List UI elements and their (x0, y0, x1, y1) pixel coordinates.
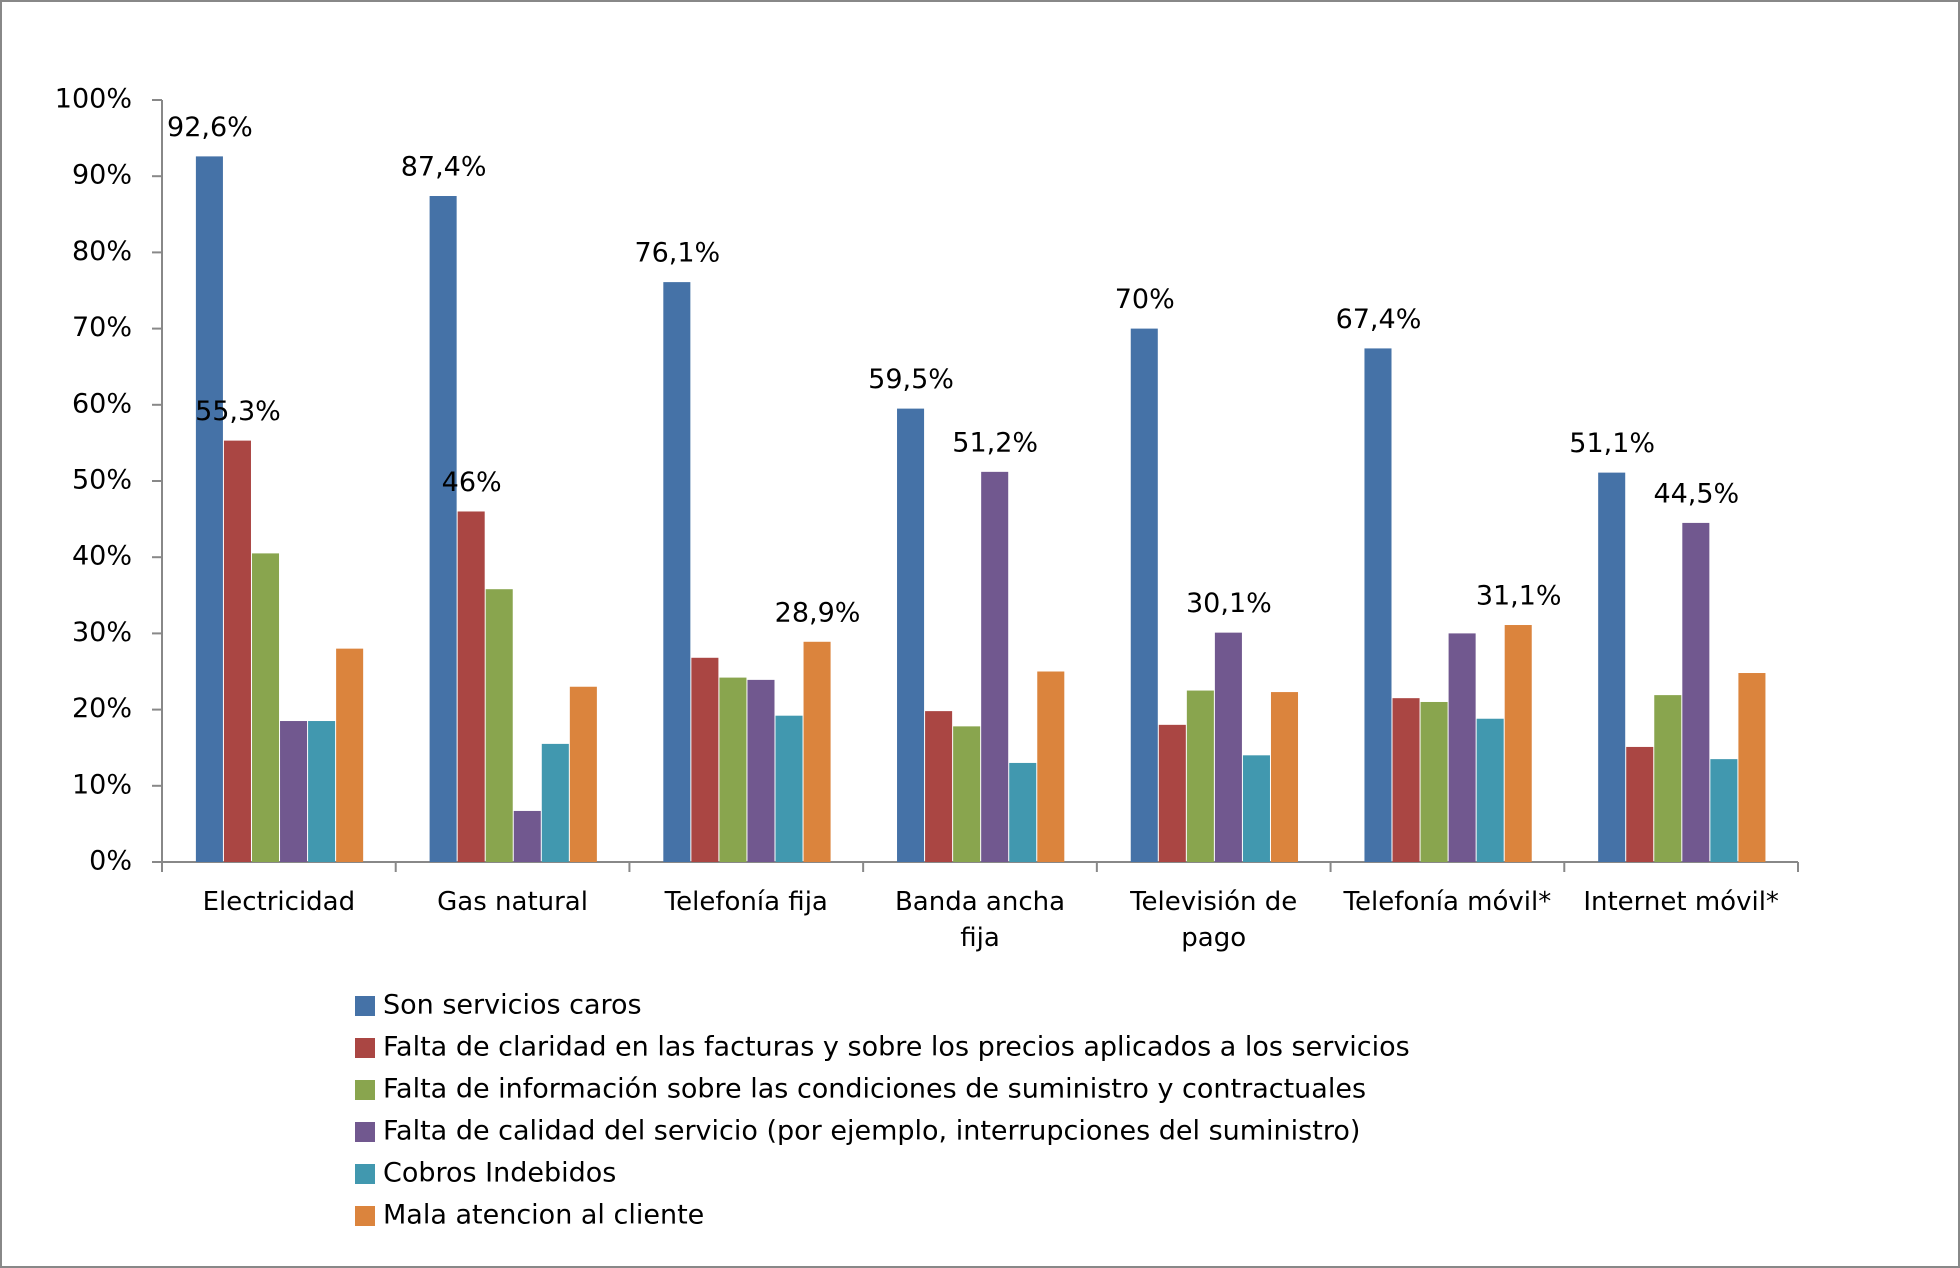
bar (747, 679, 775, 862)
x-tick-label: Gas natural (437, 887, 588, 917)
bar (1710, 759, 1738, 862)
bar (541, 743, 569, 862)
data-label: 51,2% (952, 427, 1038, 458)
y-tick-label: 90% (72, 160, 132, 191)
bar (691, 657, 719, 862)
x-tick-label: Banda ancha fija (894, 887, 1066, 953)
legend-swatch (355, 1206, 375, 1226)
bar (1037, 671, 1065, 862)
legend-swatch (355, 996, 375, 1016)
legend-label: Cobros Indebidos (383, 1158, 616, 1189)
y-tick-label: 30% (72, 617, 132, 648)
legend-label: Son servicios caros (383, 990, 642, 1021)
bar (925, 711, 953, 862)
legend-swatch (355, 1038, 375, 1058)
data-label: 30,1% (1186, 588, 1272, 619)
x-tick-label: Internet móvil* (1583, 887, 1779, 917)
bar (223, 440, 251, 862)
data-label: 92,6% (167, 112, 253, 143)
bar (1130, 328, 1158, 863)
bar (1682, 522, 1710, 862)
data-label: 31,1% (1476, 581, 1562, 612)
x-tick-label: Telefonía móvil* (1343, 887, 1552, 917)
bar (569, 686, 597, 862)
legend-swatch (355, 1122, 375, 1142)
legend-label: Falta de claridad en las facturas y sobr… (383, 1032, 1410, 1063)
bar (1626, 746, 1654, 862)
legend-label: Falta de calidad del servicio (por ejemp… (383, 1116, 1360, 1147)
x-tick-label: Televisión de pago (1130, 887, 1298, 953)
data-label: 87,4% (401, 152, 487, 183)
bar (1598, 472, 1626, 862)
bar (719, 677, 747, 862)
bar (280, 721, 308, 862)
bar (457, 511, 485, 862)
data-label: 46% (442, 467, 502, 498)
x-tick-label: Telefonía fija (664, 887, 828, 917)
y-tick-label: 80% (72, 236, 132, 267)
bar (1392, 698, 1420, 862)
data-label: 67,4% (1336, 304, 1422, 335)
bar (1242, 755, 1270, 862)
data-label: 44,5% (1653, 478, 1739, 509)
bar (1158, 724, 1186, 862)
bar (775, 715, 803, 862)
legend-swatch (355, 1164, 375, 1184)
bar (663, 282, 691, 862)
bar (1738, 673, 1766, 862)
bar (336, 648, 364, 862)
bar (1448, 633, 1476, 862)
y-tick-label: 70% (72, 312, 132, 343)
bar (1654, 695, 1682, 862)
bar (1420, 701, 1448, 862)
data-label: 51,1% (1569, 428, 1655, 459)
data-label: 28,9% (775, 597, 861, 628)
bar (953, 726, 981, 862)
bar (897, 408, 925, 862)
x-tick-label: Electricidad (202, 887, 356, 917)
bar (429, 196, 457, 863)
bar (981, 471, 1009, 862)
y-tick-label: 0% (89, 846, 132, 877)
y-tick-label: 50% (72, 465, 132, 496)
legend-label: Mala atencion al cliente (383, 1200, 704, 1231)
bar (485, 589, 513, 862)
data-label: 76,1% (634, 238, 720, 269)
y-tick-label: 40% (72, 541, 132, 572)
bar (1270, 692, 1299, 862)
bar (1504, 625, 1532, 862)
y-tick-label: 20% (72, 693, 132, 724)
bar (1364, 348, 1392, 862)
legend-label: Falta de información sobre las condicion… (383, 1074, 1366, 1105)
bar (803, 641, 831, 862)
bar (1214, 632, 1242, 862)
data-label: 59,5% (868, 364, 954, 395)
legend-swatch (355, 1080, 375, 1100)
bar (513, 810, 541, 862)
bar (1009, 762, 1037, 862)
y-tick-label: 60% (72, 388, 132, 419)
bar (195, 156, 223, 862)
y-tick-label: 10% (72, 769, 132, 800)
bar (1186, 690, 1214, 862)
bar (308, 721, 336, 862)
bar (1476, 718, 1504, 862)
bar (251, 553, 280, 862)
data-label: 55,3% (195, 396, 281, 427)
y-tick-label: 100% (55, 84, 132, 115)
data-label: 70% (1115, 284, 1175, 315)
